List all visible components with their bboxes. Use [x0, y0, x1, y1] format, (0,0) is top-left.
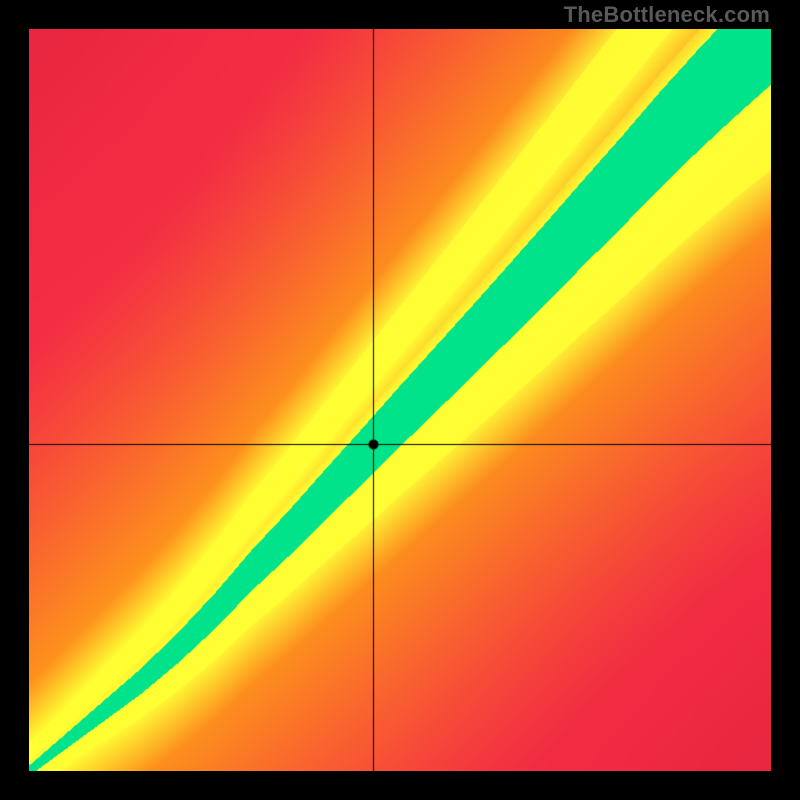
- chart-container: TheBottleneck.com: [0, 0, 800, 800]
- watermark-text: TheBottleneck.com: [564, 2, 770, 28]
- heatmap-plot: [29, 29, 771, 771]
- heatmap-canvas: [29, 29, 771, 771]
